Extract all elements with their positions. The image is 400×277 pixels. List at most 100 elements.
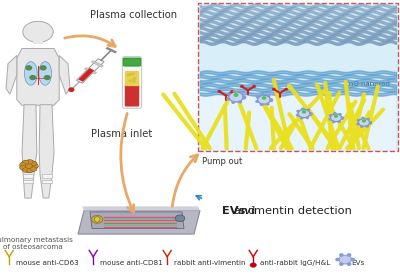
Circle shape (357, 123, 359, 125)
Circle shape (232, 101, 234, 103)
Circle shape (268, 95, 270, 97)
FancyBboxPatch shape (198, 3, 398, 151)
Polygon shape (82, 206, 200, 211)
Circle shape (348, 254, 351, 256)
Circle shape (329, 119, 331, 120)
Circle shape (370, 122, 372, 123)
FancyBboxPatch shape (125, 71, 139, 86)
Circle shape (302, 111, 306, 113)
Polygon shape (106, 47, 117, 53)
Circle shape (270, 100, 272, 101)
Circle shape (339, 255, 352, 264)
Circle shape (20, 163, 26, 167)
Circle shape (253, 86, 255, 87)
Circle shape (270, 99, 272, 101)
Circle shape (133, 81, 136, 82)
Circle shape (218, 91, 221, 92)
Ellipse shape (39, 61, 52, 85)
Circle shape (306, 117, 308, 119)
Polygon shape (90, 212, 184, 229)
Circle shape (296, 114, 298, 116)
Circle shape (366, 125, 368, 127)
Ellipse shape (24, 61, 37, 85)
Circle shape (260, 104, 263, 105)
Circle shape (231, 91, 234, 92)
Circle shape (32, 164, 38, 168)
Text: Pulmonary metastasis
of osteosarcoma: Pulmonary metastasis of osteosarcoma (0, 237, 73, 250)
Bar (23, 174, 33, 178)
Circle shape (40, 66, 46, 70)
Text: mouse anti-CD81: mouse anti-CD81 (100, 260, 162, 266)
Circle shape (239, 101, 242, 103)
FancyBboxPatch shape (125, 84, 139, 107)
Circle shape (30, 167, 37, 171)
Circle shape (273, 88, 275, 90)
Circle shape (310, 113, 312, 114)
Polygon shape (91, 61, 104, 67)
Text: ZnO nanorod: ZnO nanorod (344, 81, 390, 87)
Circle shape (233, 90, 236, 92)
Circle shape (243, 96, 246, 98)
Text: Plasma inlet: Plasma inlet (91, 129, 153, 139)
Circle shape (330, 115, 332, 116)
Circle shape (44, 76, 50, 79)
Circle shape (341, 118, 343, 119)
Circle shape (20, 160, 38, 172)
Circle shape (262, 94, 264, 96)
Polygon shape (59, 55, 70, 94)
Polygon shape (6, 55, 17, 94)
Text: EVs: EVs (352, 260, 365, 266)
Circle shape (69, 88, 74, 91)
Circle shape (297, 111, 299, 112)
Circle shape (241, 86, 243, 87)
FancyBboxPatch shape (122, 57, 142, 108)
Circle shape (258, 95, 270, 104)
Text: Pump out: Pump out (202, 157, 242, 165)
Circle shape (132, 73, 134, 75)
Circle shape (342, 117, 344, 119)
Text: Plasma collection: Plasma collection (90, 10, 178, 20)
Circle shape (266, 103, 269, 105)
Circle shape (27, 168, 33, 173)
Text: EVs: EVs (222, 206, 249, 216)
Polygon shape (78, 68, 94, 82)
Circle shape (367, 118, 369, 120)
Bar (23, 180, 33, 183)
Polygon shape (22, 105, 37, 198)
Circle shape (129, 80, 132, 82)
Circle shape (26, 66, 32, 70)
Circle shape (23, 21, 53, 42)
Circle shape (27, 160, 33, 164)
Circle shape (22, 160, 29, 165)
Bar (33, 39, 43, 44)
Circle shape (358, 119, 360, 121)
Circle shape (92, 216, 103, 223)
Circle shape (298, 109, 310, 118)
Circle shape (362, 117, 364, 119)
Circle shape (310, 114, 312, 115)
Circle shape (256, 96, 259, 98)
Circle shape (302, 108, 304, 110)
Circle shape (330, 114, 342, 122)
Text: vimentin detection: vimentin detection (244, 206, 352, 216)
Circle shape (30, 161, 37, 166)
Circle shape (358, 119, 370, 126)
Circle shape (336, 258, 339, 261)
Circle shape (250, 263, 256, 267)
Circle shape (129, 73, 132, 75)
Text: mouse anti-CD63: mouse anti-CD63 (16, 260, 78, 266)
Circle shape (127, 74, 129, 76)
Polygon shape (39, 105, 54, 198)
Circle shape (340, 254, 343, 256)
Circle shape (285, 88, 287, 90)
Circle shape (351, 258, 354, 261)
Circle shape (333, 121, 335, 123)
Text: anti-rabbit IgG/H&L: anti-rabbit IgG/H&L (260, 260, 330, 266)
Circle shape (262, 97, 266, 99)
Circle shape (334, 113, 336, 114)
Circle shape (228, 93, 230, 95)
Circle shape (20, 165, 26, 170)
Circle shape (338, 121, 340, 122)
Ellipse shape (94, 217, 100, 222)
Circle shape (243, 97, 246, 99)
